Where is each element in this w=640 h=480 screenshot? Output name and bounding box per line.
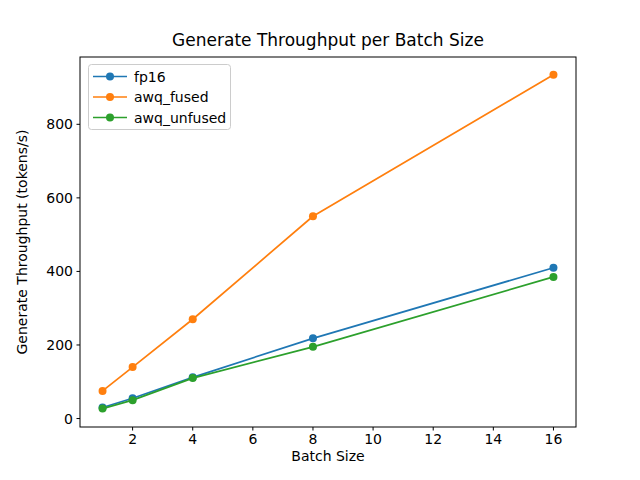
x-tick-label: 8 xyxy=(309,431,318,447)
point-awq_fused-batch-4 xyxy=(189,315,197,323)
y-tick-label: 200 xyxy=(46,337,73,353)
x-tick-label: 12 xyxy=(424,431,442,447)
y-tick-label: 0 xyxy=(64,411,73,427)
point-awq_fused-batch-16 xyxy=(549,71,557,79)
x-tick-label: 2 xyxy=(128,431,137,447)
point-awq_unfused-batch-2 xyxy=(129,396,137,404)
legend-label: fp16 xyxy=(134,69,166,85)
point-awq_unfused-batch-4 xyxy=(189,374,197,382)
y-tick-label: 800 xyxy=(46,116,73,132)
legend-marker xyxy=(106,114,114,122)
point-awq_unfused-batch-8 xyxy=(309,343,317,351)
x-tick-label: 10 xyxy=(364,431,382,447)
x-axis-label: Batch Size xyxy=(291,448,364,464)
point-awq_unfused-batch-1 xyxy=(99,405,107,413)
point-fp16-batch-16 xyxy=(549,264,557,272)
legend-label: awq_fused xyxy=(134,89,209,105)
legend-marker xyxy=(106,73,114,81)
line-chart: 2 4 6 8 10 12 14 16 0 200 400 600 800 Generate Throu… xyxy=(0,0,640,480)
point-awq_fused-batch-1 xyxy=(99,387,107,395)
point-fp16-batch-8 xyxy=(309,334,317,342)
legend-marker xyxy=(106,93,114,101)
point-awq_fused-batch-2 xyxy=(129,363,137,371)
y-tick-label: 400 xyxy=(46,263,73,279)
x-tick-label: 16 xyxy=(545,431,563,447)
legend: fp16 awq_fused awq_unfused xyxy=(89,65,231,130)
x-tick-label: 14 xyxy=(484,431,502,447)
figure: 2 4 6 8 10 12 14 16 0 200 400 600 800 Generate Throu… xyxy=(0,0,640,480)
point-awq_unfused-batch-16 xyxy=(549,273,557,281)
x-tick-label: 6 xyxy=(248,431,257,447)
legend-label: awq_unfused xyxy=(134,110,226,126)
x-tick-label: 4 xyxy=(188,431,197,447)
point-awq_fused-batch-8 xyxy=(309,212,317,220)
y-axis-label: Generate Throughput (tokens/s) xyxy=(14,130,30,355)
y-tick-label: 600 xyxy=(46,190,73,206)
chart-title: Generate Throughput per Batch Size xyxy=(172,30,484,50)
